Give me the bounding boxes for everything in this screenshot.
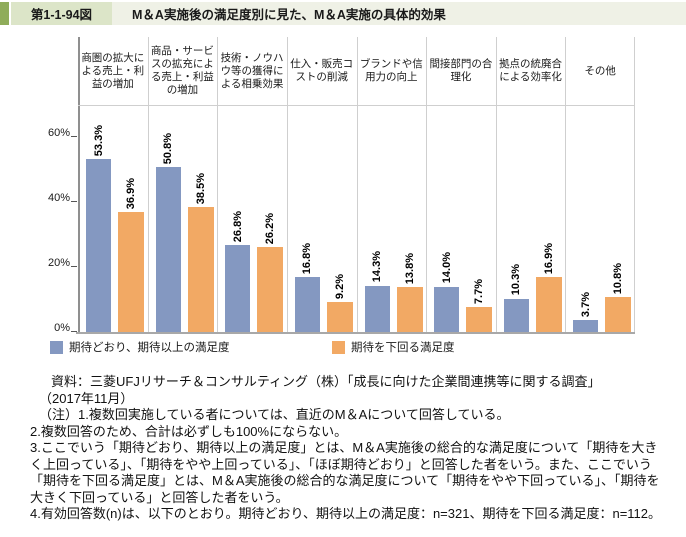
bar-value-label: 13.8% <box>403 252 416 285</box>
legend-label-below: 期待を下回る満足度 <box>351 342 455 354</box>
bar-value-label: 26.2% <box>264 212 277 244</box>
bar-value-label: 36.9% <box>125 177 137 210</box>
bar-value-label: 7.7% <box>473 278 486 304</box>
bar-expected-satisfaction <box>86 158 111 332</box>
category-separator-line <box>286 37 288 332</box>
note-1: （注）1.複数回実施している者については、直近のМ＆Аについて回答している。 <box>39 407 510 422</box>
category-separator-line <box>634 37 635 332</box>
y-axis-tick <box>71 266 77 267</box>
category-separator-line <box>217 37 219 332</box>
category-header-cell: その他 <box>584 64 616 77</box>
category-header-cell: 技術・ノウハウ等の獲得による相乗効果 <box>220 51 284 90</box>
bar-expected-satisfaction <box>364 285 390 332</box>
y-axis-tick-label: 40% <box>47 192 70 204</box>
bar-value-label: 50.8% <box>162 132 175 164</box>
figure-number: 第1-1-94図 <box>11 2 112 25</box>
bar-below-expectation <box>466 306 493 332</box>
category-header-cell: 商品・サービスの拡充による売上・利益の増加 <box>150 45 214 96</box>
bar-below-expectation <box>118 212 144 332</box>
source-date: （2017年11月） <box>39 390 134 406</box>
bar-expected-satisfaction <box>434 286 460 332</box>
y-axis-tick <box>71 201 77 202</box>
bar-below-expectation <box>396 287 423 332</box>
y-axis-tick-label: 60% <box>47 127 70 139</box>
category-separator-line <box>356 37 358 332</box>
bar-expected-satisfaction <box>225 244 251 332</box>
bar-value-label: 16.9% <box>542 242 555 275</box>
category-separator-line <box>565 37 567 332</box>
category-header-cell: 仕入・販売コストの削減 <box>290 58 354 83</box>
category-separator-line <box>426 37 428 332</box>
bar-value-label: 10.3% <box>510 264 523 296</box>
category-header-cell: 商圏の拡大による売上・利益の増加 <box>81 51 145 90</box>
bar-value-label: 3.7% <box>579 291 592 317</box>
y-axis-tick-label: 0% <box>54 322 70 334</box>
category-header-cell: ブランドや信用力の向上 <box>359 58 423 83</box>
bar-value-label: 14.0% <box>440 252 453 284</box>
bar-value-label: 53.3% <box>92 124 105 156</box>
bar-value-label: 38.5% <box>194 172 207 204</box>
bar-below-expectation <box>187 206 214 332</box>
source-line: 資料：三菱UFJリサーチ＆コンサルティング（株）「成長に向けた企業間連携等に関す… <box>51 374 601 389</box>
bar-expected-satisfaction <box>155 166 181 332</box>
header-accent-block <box>0 2 9 25</box>
legend-label-expected: 期待どおり、期待以上の満足度 <box>69 342 230 354</box>
legend-swatch-below-icon <box>332 340 345 354</box>
bar-below-expectation <box>605 296 632 332</box>
category-header-cell: 拠点の統廃合による効率化 <box>499 58 563 83</box>
note-3: 3.ここでいう「期待どおり、期待以上の満足度」とは、М＆А実施後の総合的な満足度… <box>30 440 660 505</box>
figure-title: М＆А実施後の満足度別に見た、М＆А実施の具体的効果 <box>112 2 686 25</box>
bar-value-label: 10.8% <box>612 262 625 294</box>
bar-chart: 期待どおり、期待以上の満足度 期待を下回る満足度 商圏の拡大による売上・利益の増… <box>47 37 635 355</box>
x-axis-line <box>76 332 635 334</box>
bar-below-expectation <box>326 302 353 332</box>
y-axis-tick <box>71 136 77 137</box>
bar-expected-satisfaction <box>573 319 599 332</box>
bar-value-label: 16.8% <box>301 243 314 275</box>
legend-item-expected: 期待どおり、期待以上の満足度 <box>50 339 230 355</box>
category-header-bottom-border <box>78 105 635 106</box>
bar-value-label: 26.8% <box>231 210 244 242</box>
bar-below-expectation <box>535 277 562 332</box>
note-4: 4.有効回答数(n)は、以下のとおり。期待どおり、期待以上の満足度：n=321、… <box>30 506 662 521</box>
bar-value-label: 9.2% <box>333 274 346 300</box>
y-axis-tick-label: 20% <box>47 257 70 269</box>
source-and-notes: 資料：三菱UFJリサーチ＆コンサルティング（株）「成長に向けた企業間連携等に関す… <box>30 374 664 523</box>
category-separator-line <box>495 37 497 332</box>
note-2: 2.複数回答のため、合計は必ずしも100%にならない。 <box>30 423 348 439</box>
bar-expected-satisfaction <box>294 277 320 332</box>
legend-swatch-expected-icon <box>50 340 63 354</box>
bar-value-label: 14.3% <box>371 251 383 283</box>
bar-expected-satisfaction <box>503 298 529 332</box>
y-axis-line <box>78 37 80 332</box>
category-separator-line <box>147 37 149 332</box>
category-header-cell: 間接部門の合理化 <box>429 58 493 83</box>
y-axis-tick <box>71 331 77 332</box>
figure-header: 第1-1-94図 М＆А実施後の満足度別に見た、М＆А実施の具体的効果 <box>0 2 686 25</box>
bar-below-expectation <box>257 246 284 332</box>
legend-item-below: 期待を下回る満足度 <box>332 339 455 355</box>
